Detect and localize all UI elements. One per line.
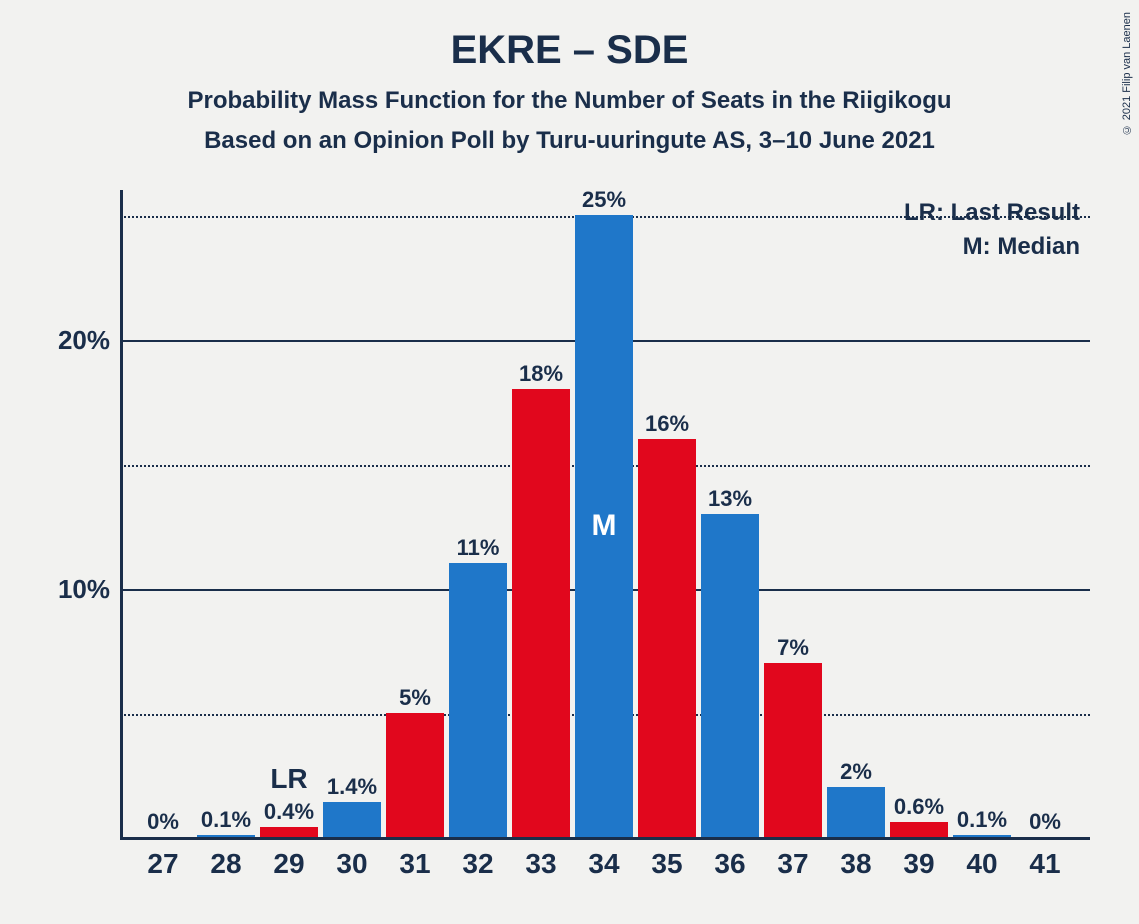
plot-area: 10%20% LR: Last Result M: Median 0%0.1%0… [120,190,1090,840]
bar: 5% [386,713,444,837]
bar-value-label: 11% [449,535,507,561]
bar-value-label: 16% [638,411,696,437]
bar: 13% [701,514,759,838]
bar: 2% [827,787,885,837]
x-tick-label: 35 [651,848,682,880]
bar-value-label: 7% [764,635,822,661]
bar-value-label: 0% [1016,809,1074,835]
bar-value-label: 1.4% [323,774,381,800]
bar-value-label: 13% [701,486,759,512]
bar: 11% [449,563,507,837]
x-tick-label: 29 [273,848,304,880]
x-tick-label: 37 [777,848,808,880]
chart-title: EKRE – SDE [0,0,1139,73]
bar: 0.4% [260,827,318,837]
bar-value-label: 0.6% [890,794,948,820]
chart-subtitle-2: Based on an Opinion Poll by Turu-uuringu… [0,127,1139,155]
bar: 1.4% [323,802,381,837]
x-tick-label: 36 [714,848,745,880]
bar: 16% [638,439,696,837]
chart-container: 10%20% LR: Last Result M: Median 0%0.1%0… [40,190,1100,890]
bar-value-label: 2% [827,759,885,785]
x-tick-label: 27 [147,848,178,880]
last-result-marker: LR [260,763,318,795]
x-axis-line [120,837,1090,840]
bar-value-label: 5% [386,685,444,711]
x-tick-label: 38 [840,848,871,880]
x-tick-label: 40 [966,848,997,880]
bar-value-label: 25% [575,187,633,213]
x-tick-label: 34 [588,848,619,880]
median-marker: M [575,509,633,543]
x-tick-label: 30 [336,848,367,880]
bars-group: 0%0.1%0.4%LR1.4%5%11%18%25%M16%13%7%2%0.… [120,190,1090,837]
bar: 0.6% [890,822,948,837]
x-ticks: 27 28 29 30 31 32 33 34 35 36 37 38 39 40 41 [120,848,1090,888]
x-tick-label: 28 [210,848,241,880]
x-tick-label: 41 [1029,848,1060,880]
bar: 7% [764,663,822,837]
bar-value-label: 0.1% [953,807,1011,833]
x-tick-label: 31 [399,848,430,880]
bar-value-label: 18% [512,361,570,387]
chart-subtitle-1: Probability Mass Function for the Number… [0,87,1139,115]
x-tick-label: 39 [903,848,934,880]
copyright-text: © 2021 Filip van Laenen [1121,12,1133,135]
x-tick-label: 33 [525,848,556,880]
bar-value-label: 0.1% [197,807,255,833]
x-tick-label: 32 [462,848,493,880]
bar: 25%M [575,215,633,837]
y-tick-label: 20% [50,325,110,356]
y-tick-label: 10% [50,574,110,605]
bar-value-label: 0% [134,809,192,835]
bar: 0.1% [953,835,1011,837]
bar-value-label: 0.4% [260,799,318,825]
bar: 0.1% [197,835,255,837]
bar: 18% [512,389,570,837]
